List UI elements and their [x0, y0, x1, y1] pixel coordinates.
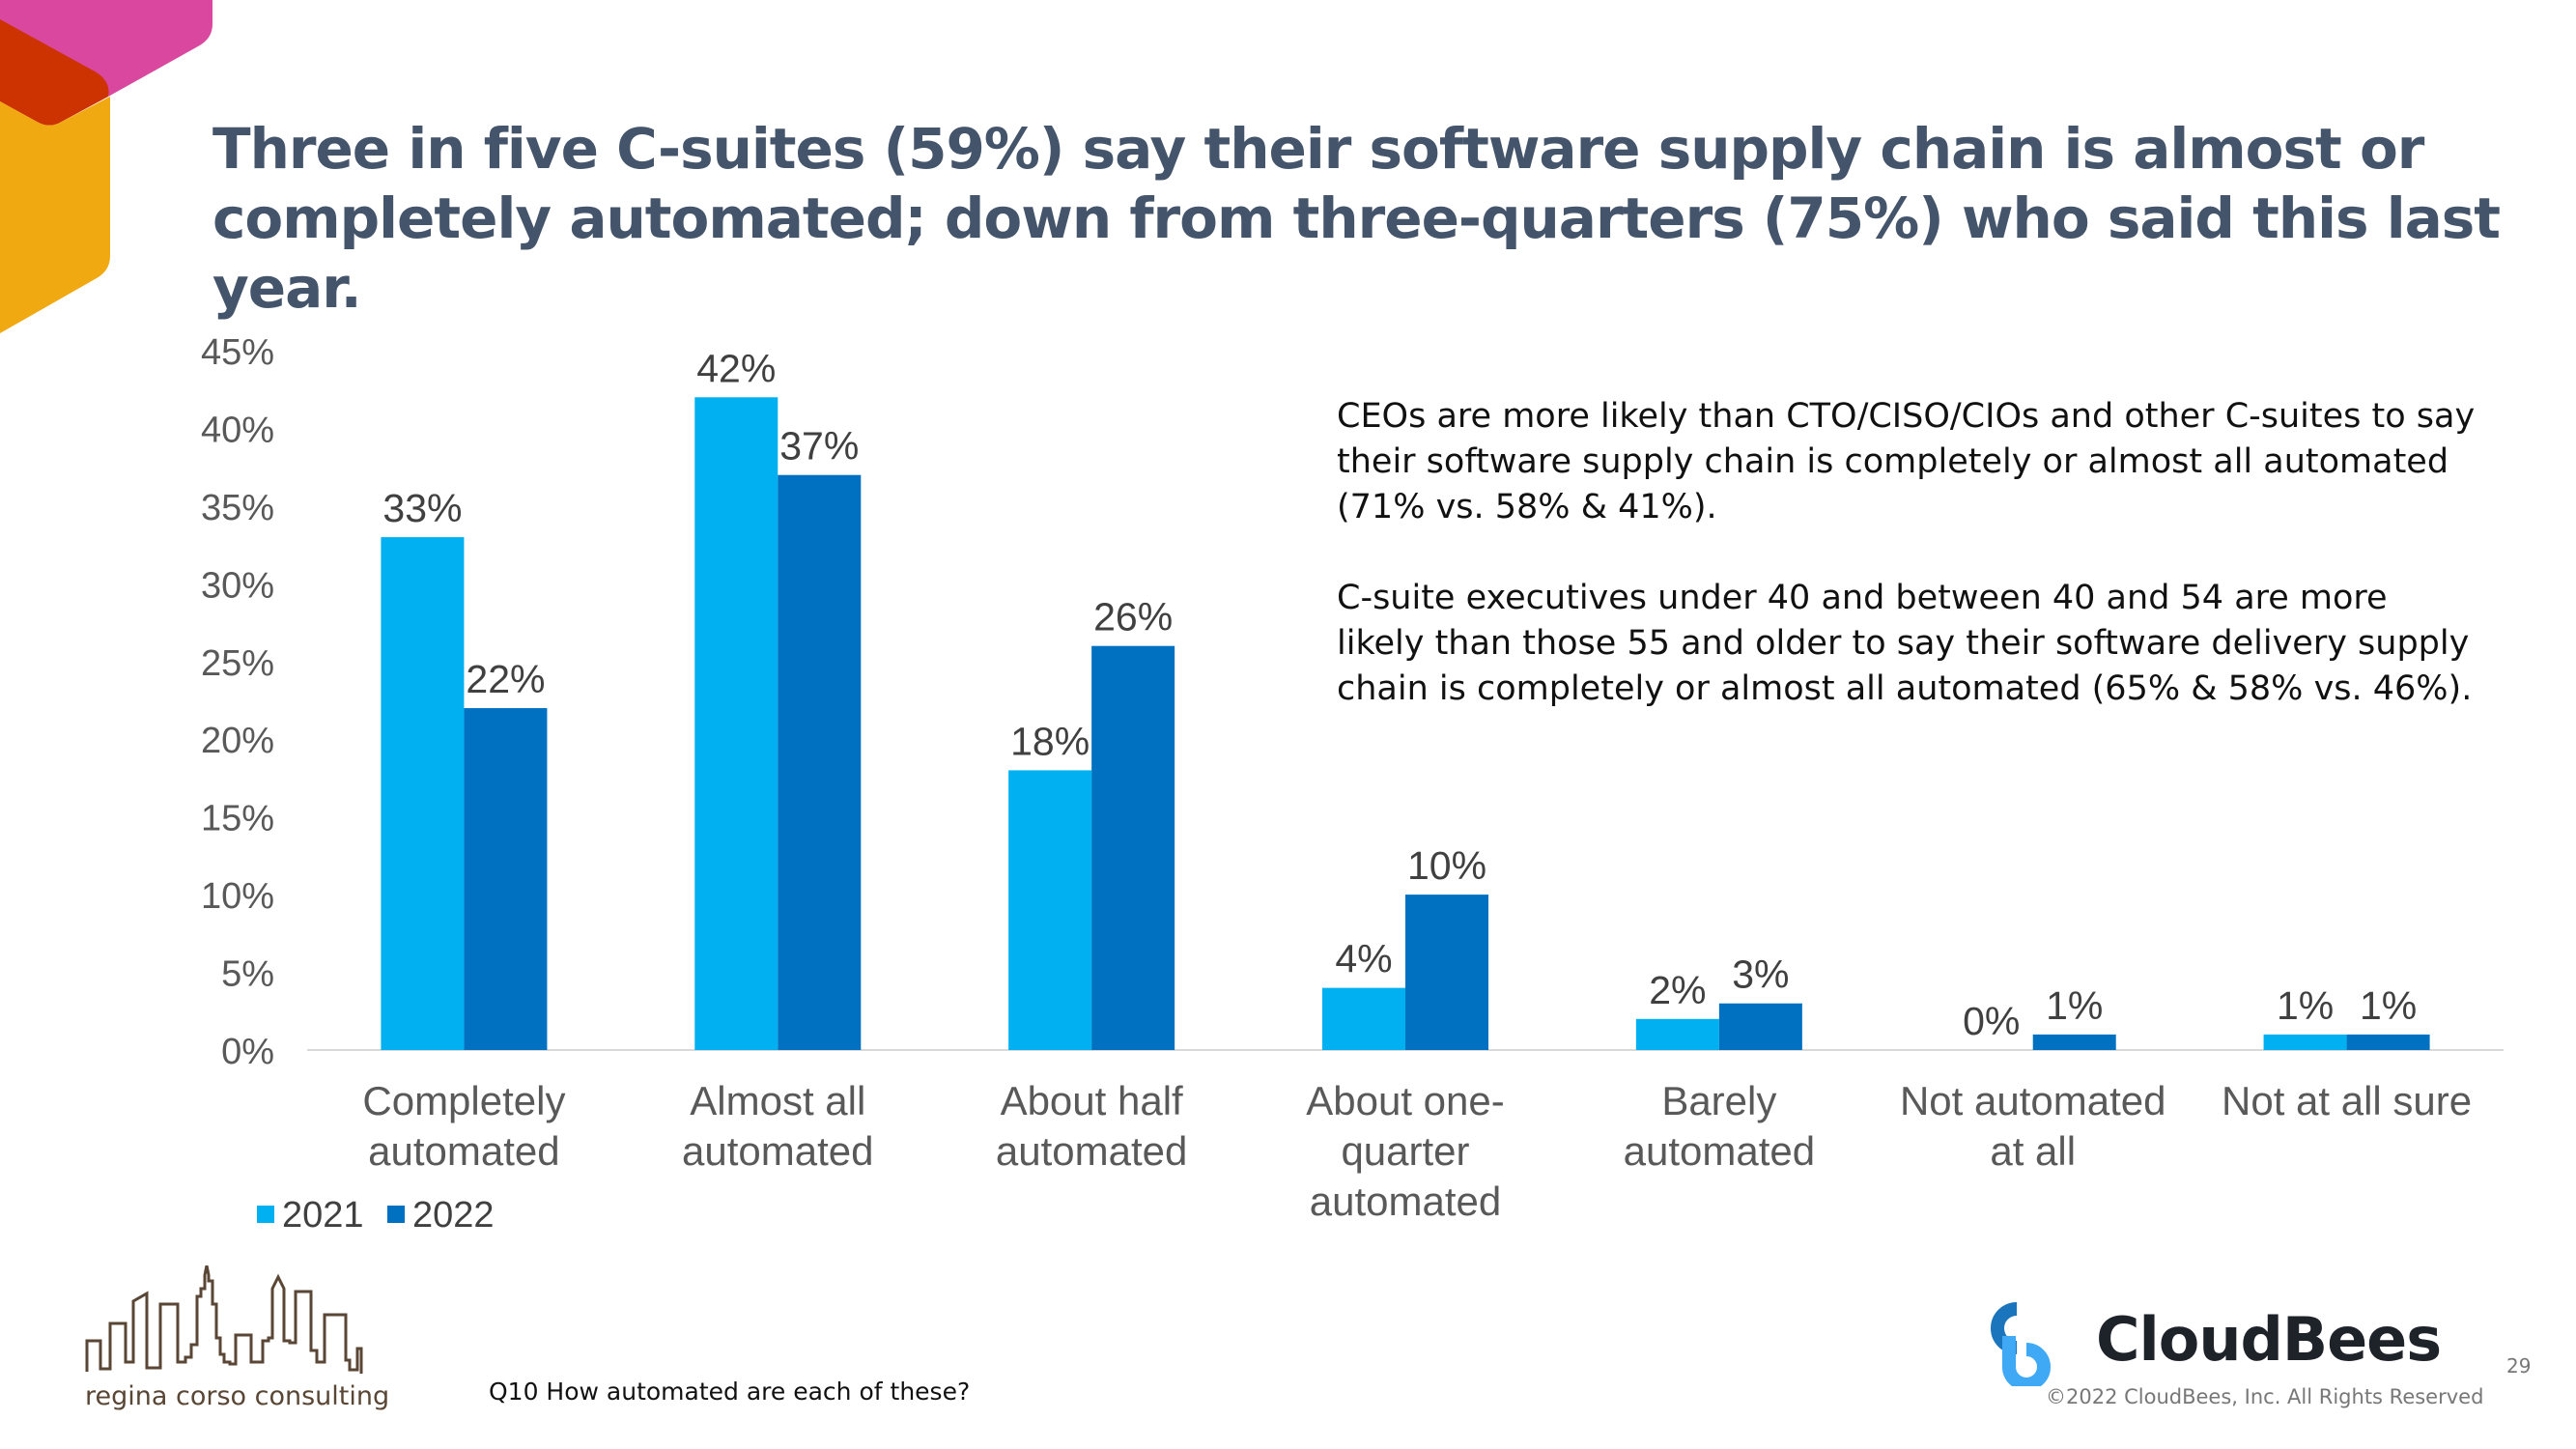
- y-tick-label: 35%: [201, 488, 274, 528]
- category-label: Not at all sure: [2222, 1078, 2472, 1123]
- y-tick-label: 10%: [201, 876, 274, 917]
- bar-2021: [1322, 987, 1405, 1050]
- skyline-logo: [85, 1265, 363, 1374]
- cloudbees-logo: CloudBees: [2096, 1304, 2442, 1375]
- data-label: 10%: [1407, 843, 1486, 888]
- category-label: Barely: [1661, 1078, 1776, 1123]
- consultant-logo-text: regina corso consulting: [85, 1381, 390, 1411]
- legend-label: 2021: [282, 1195, 364, 1236]
- bar-2021: [1008, 770, 1092, 1050]
- legend-swatch-2022: [387, 1206, 405, 1223]
- bar-2022: [778, 474, 862, 1050]
- data-label: 1%: [2277, 983, 2334, 1028]
- data-label: 2%: [1649, 968, 1706, 1012]
- category-label: at all: [1990, 1128, 2076, 1174]
- bar-2022: [2346, 1034, 2430, 1050]
- category-label: automated: [682, 1128, 873, 1174]
- category-label: automated: [368, 1128, 559, 1174]
- y-tick-label: 5%: [221, 954, 274, 995]
- bar-2021: [2263, 1034, 2347, 1050]
- question-footnote: Q10 How automated are each of these?: [489, 1378, 971, 1406]
- data-label: 1%: [2046, 983, 2103, 1028]
- bar-chart: 0% 5% 10% 15% 20% 25% 30% 35% 40% 45% 33% 22% Comple…: [201, 332, 2504, 1236]
- legend-swatch-2021: [257, 1206, 274, 1223]
- category-label: automated: [996, 1128, 1187, 1174]
- y-tick-label: 40%: [201, 410, 274, 450]
- data-label: 22%: [466, 657, 545, 701]
- bar-2021: [1635, 1018, 1719, 1050]
- data-label: 26%: [1093, 595, 1173, 639]
- slide-title: Three in five C-suites (59%) say their s…: [212, 116, 2501, 321]
- note-ceo: CEOs are more likely than CTO/CISO/CIOs …: [1337, 397, 2476, 526]
- legend-label: 2022: [412, 1195, 495, 1236]
- category-label: About one-: [1306, 1078, 1505, 1123]
- y-tick-label: 30%: [201, 565, 274, 606]
- bar-2021: [381, 537, 465, 1050]
- category-label: automated: [1310, 1179, 1501, 1224]
- y-tick-label: 15%: [201, 799, 274, 839]
- y-tick-label: 45%: [201, 332, 274, 373]
- bar-2022: [2032, 1034, 2116, 1050]
- data-label: 0%: [1963, 999, 2020, 1043]
- y-tick-label: 0%: [221, 1032, 274, 1072]
- annotation-text: CEOs are more likely than CTO/CISO/CIOs …: [1337, 394, 2477, 757]
- y-tick-label: 25%: [201, 643, 274, 684]
- category-label: Completely: [362, 1078, 565, 1123]
- page-number: 29: [2506, 1354, 2532, 1378]
- data-label: 37%: [779, 424, 859, 469]
- bar-2021: [694, 397, 778, 1050]
- data-label: 1%: [2360, 983, 2417, 1028]
- category-label: automated: [1624, 1128, 1815, 1174]
- category-label: quarter: [1341, 1128, 1469, 1174]
- data-label: 18%: [1010, 719, 1090, 763]
- category-label: Not automated: [1900, 1078, 2166, 1123]
- category-label: About half: [1001, 1078, 1183, 1123]
- corner-decoration: [0, 0, 212, 333]
- bar-2022: [1091, 645, 1175, 1050]
- bar-2022: [1405, 895, 1488, 1050]
- data-label: 4%: [1335, 937, 1392, 981]
- copyright: ©2022 CloudBees, Inc. All Rights Reserve…: [2046, 1385, 2484, 1408]
- data-label: 3%: [1732, 952, 1789, 997]
- category-label: Almost all: [690, 1078, 865, 1123]
- y-tick-label: 20%: [201, 721, 274, 761]
- note-age: C-suite executives under 40 and between …: [1337, 579, 2473, 708]
- bar-2022: [464, 708, 548, 1050]
- data-label: 42%: [696, 346, 776, 390]
- bar-2022: [1718, 1003, 1802, 1050]
- cloudbees-icon: [1991, 1302, 2051, 1386]
- data-label: 33%: [382, 486, 462, 530]
